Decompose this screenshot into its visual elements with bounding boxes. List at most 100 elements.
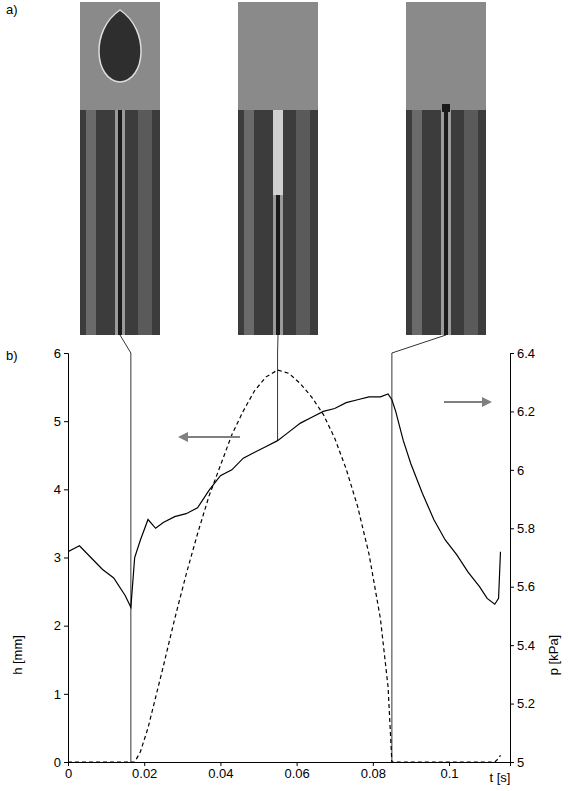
capillary-core — [276, 195, 280, 335]
time-marker — [392, 335, 446, 762]
tick-label: 0.06 — [284, 766, 309, 781]
tick-label: 5.2 — [517, 696, 535, 711]
plot-area — [68, 370, 500, 762]
capillary-liquid — [273, 110, 283, 195]
tick-label: 6.4 — [517, 346, 535, 361]
tick-label: 6 — [54, 346, 61, 361]
tick: 2 — [54, 618, 68, 633]
tick: 5.8 — [510, 521, 535, 536]
tick: 5.6 — [510, 579, 535, 594]
tick-label: 0.04 — [208, 766, 233, 781]
tick: 6 — [510, 463, 524, 478]
tick: 0.1 — [440, 762, 458, 781]
tick-label: 4 — [54, 482, 61, 497]
tick-mark — [510, 470, 514, 471]
tube-highlight — [138, 110, 152, 335]
tick: 6.4 — [510, 346, 535, 361]
y-axis: 0 1 2 3 4 5 6 — [54, 346, 69, 770]
tube — [406, 110, 486, 335]
tick-label: 3 — [54, 550, 61, 565]
y2-axis-title: p [kPa] — [546, 635, 561, 675]
tube — [80, 110, 160, 335]
tick-label: 1 — [54, 686, 61, 701]
tube-highlight — [412, 110, 422, 335]
photo-background — [406, 2, 486, 335]
tick: 0.02 — [132, 762, 157, 781]
time-marker — [120, 335, 131, 762]
y2-axis: 5 5.2 5.4 5.6 5.8 6 6.2 6.4 — [510, 346, 535, 770]
connectors — [120, 335, 446, 762]
tick-label: 0 — [54, 755, 61, 770]
capillary-core — [118, 110, 122, 335]
tick-mark — [510, 645, 514, 646]
tube-highlight — [86, 110, 96, 335]
tick-label: 0.02 — [132, 766, 157, 781]
tick: 6 — [54, 346, 68, 361]
tick-mark — [510, 762, 514, 763]
axis-line — [511, 354, 515, 763]
tube — [238, 110, 318, 335]
tick-label: 5.8 — [517, 521, 535, 536]
x-axis-title: t [s] — [490, 770, 511, 785]
tick-label: 5 — [517, 755, 524, 770]
tick-mark — [64, 421, 68, 422]
tick-mark — [64, 489, 68, 490]
tick-mark — [510, 353, 514, 354]
tick-label: 6 — [517, 463, 524, 478]
tick-mark — [510, 411, 514, 412]
tick-label: 0 — [65, 766, 72, 781]
photo — [238, 2, 318, 335]
arrow-head — [482, 397, 492, 407]
tick: 6.2 — [510, 404, 535, 419]
tick: 5.2 — [510, 696, 535, 711]
photo-background — [238, 2, 318, 335]
capillary — [273, 110, 283, 335]
tick-label: 0.08 — [361, 766, 386, 781]
photo — [80, 2, 160, 335]
tube-highlight — [244, 110, 254, 335]
meniscus — [442, 104, 450, 112]
tick: 1 — [54, 686, 68, 701]
time-marker — [277, 335, 278, 441]
drop — [99, 10, 141, 82]
photo-panel — [80, 2, 486, 335]
solid-line — [68, 394, 500, 607]
photo — [406, 2, 486, 335]
tick-label: 5.6 — [517, 579, 535, 594]
tick: 0.04 — [208, 762, 233, 781]
tick-label: 6.2 — [517, 404, 535, 419]
tick-mark — [510, 528, 514, 529]
capillary-core — [444, 110, 448, 335]
x-axis: 0 0.02 0.04 0.06 0.08 0.1 — [65, 762, 511, 781]
tick: 5.4 — [510, 638, 535, 653]
arrow-shaft — [444, 401, 484, 403]
tick-label: 0.1 — [440, 766, 458, 781]
tick: 4 — [54, 482, 68, 497]
y-axis-title: h [mm] — [10, 635, 25, 675]
tick-mark — [64, 626, 68, 627]
tick-mark — [64, 762, 68, 763]
photo-background — [80, 2, 160, 335]
tick: 3 — [54, 550, 68, 565]
arrow-shaft — [186, 436, 240, 438]
axis-arrows — [178, 397, 492, 442]
tick: 0 — [54, 755, 68, 770]
capillary — [441, 110, 451, 335]
arrow-head — [178, 432, 188, 442]
tick-mark — [510, 587, 514, 588]
panel-label: a) — [6, 2, 18, 17]
capillary — [115, 110, 125, 335]
tick-label: 2 — [54, 618, 61, 633]
panel-label: b) — [6, 348, 18, 363]
figure: a) b) 0 0.02 0.04 0.06 0.08 0.1 0 1 2 3 4 5 6 5 5.2 5.4 5.… — [0, 0, 568, 791]
tick: 5 — [510, 755, 524, 770]
tick: 0.08 — [361, 762, 386, 781]
dashed-line — [68, 370, 500, 762]
tick-label: 5.4 — [517, 638, 535, 653]
tube-highlight — [464, 110, 478, 335]
axis-line — [64, 354, 69, 763]
tick: 0.06 — [284, 762, 309, 781]
tick: 5 — [54, 414, 68, 429]
tube-highlight — [296, 110, 310, 335]
tick: 0 — [65, 762, 72, 781]
